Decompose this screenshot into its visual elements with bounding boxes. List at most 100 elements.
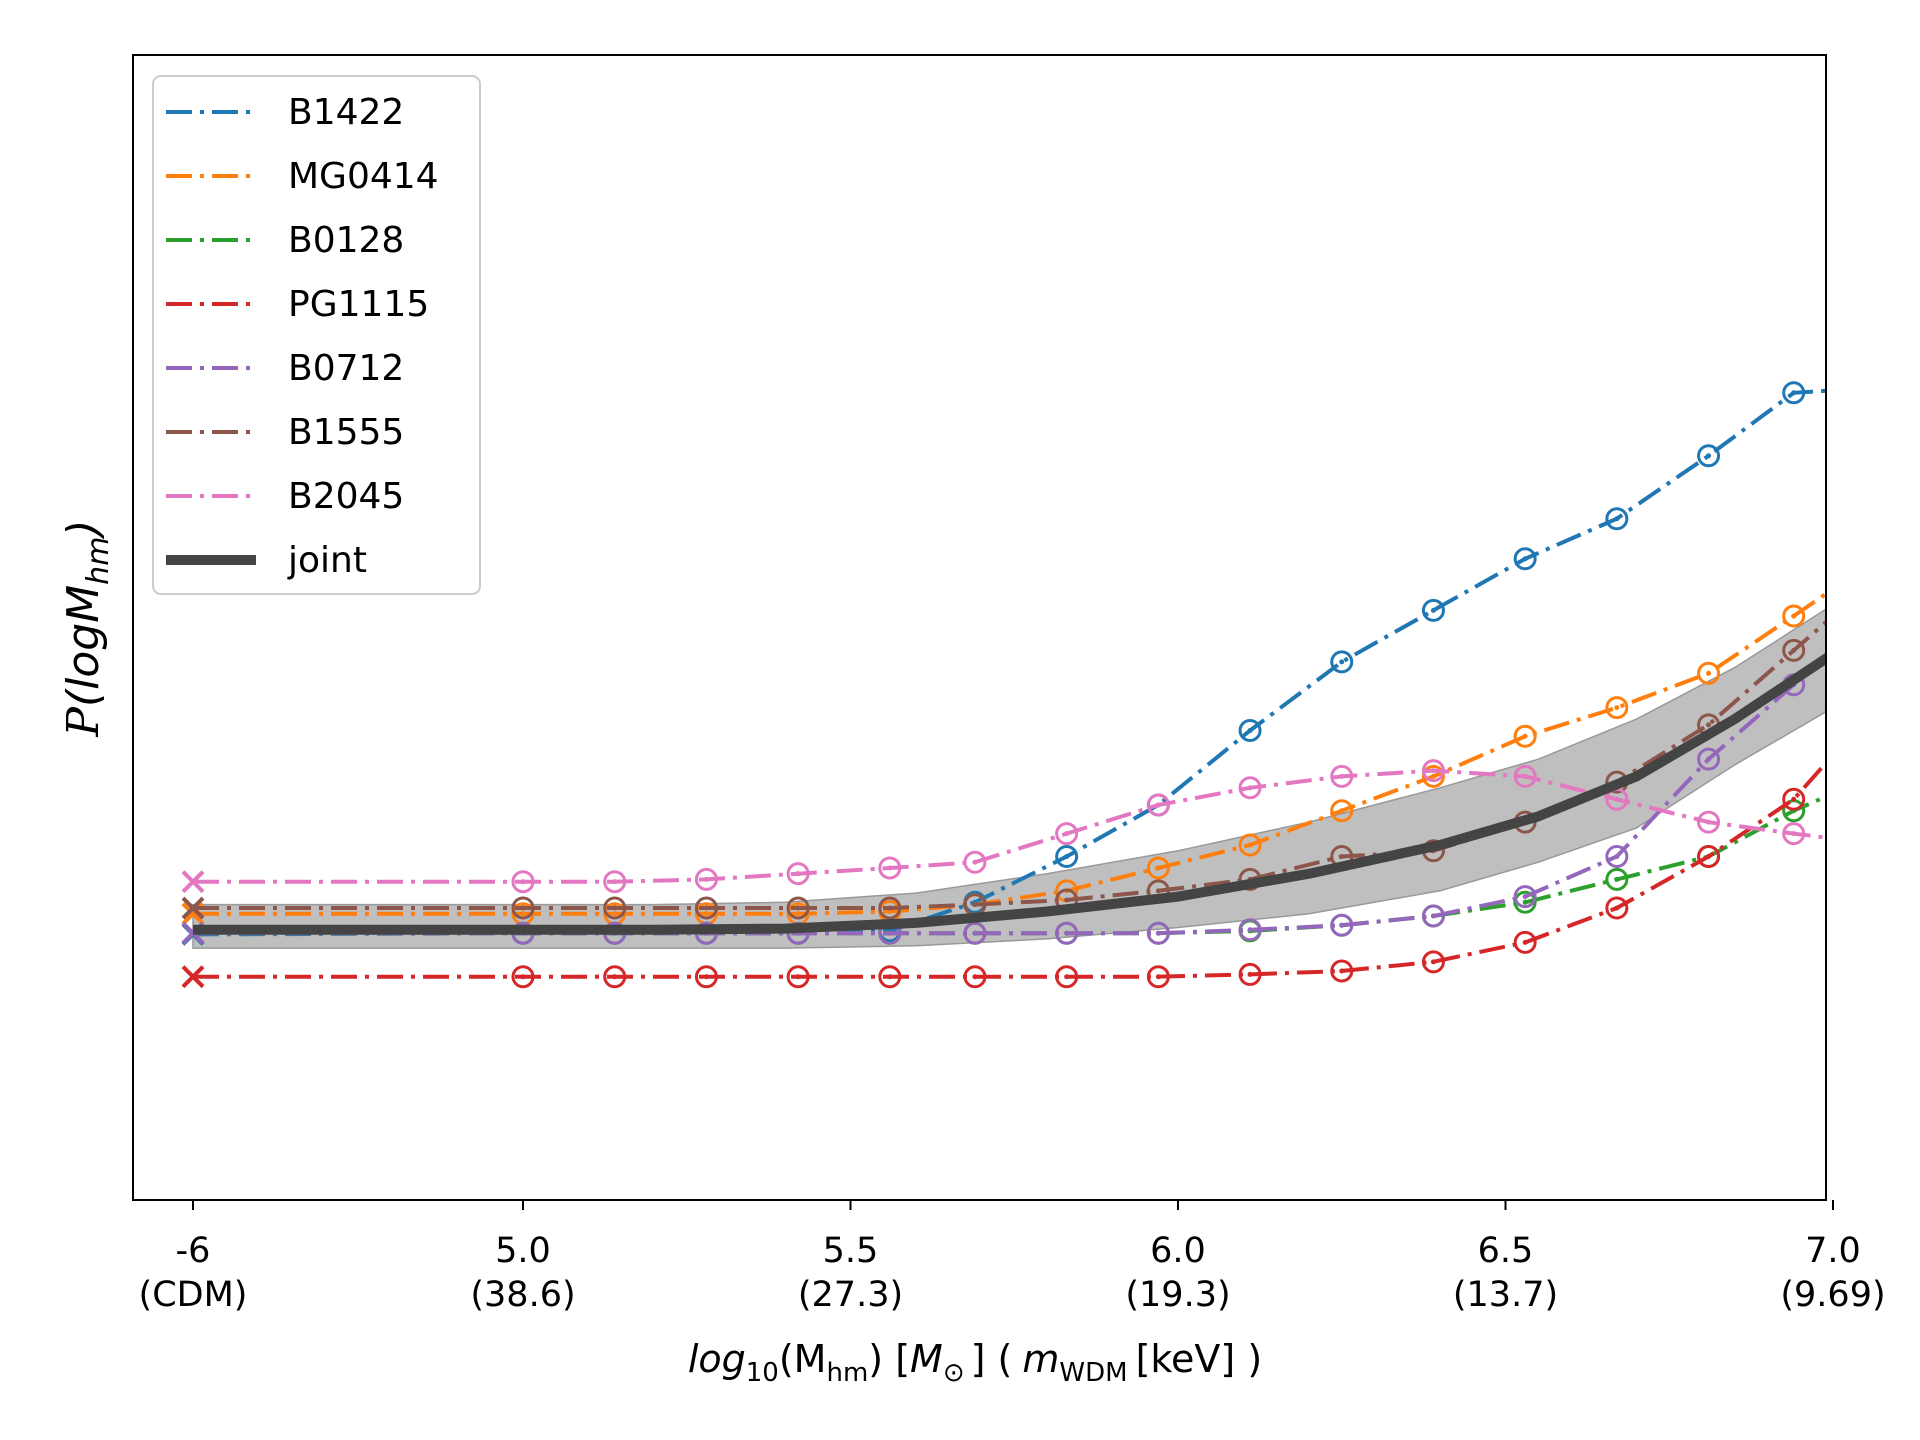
point-pg1115 (878, 965, 902, 989)
x-tick: 7.0(9.69) (1780, 1200, 1886, 1315)
x-tick: 5.5(27.3) (798, 1200, 903, 1315)
point-dot-mg0414 (1791, 613, 1797, 619)
point-dot-pg1115 (972, 974, 978, 980)
point-dot-pg1115 (1247, 971, 1253, 977)
cdm-marker-pg1115 (181, 965, 205, 989)
x-tick-label: 7.0 (1805, 1231, 1861, 1271)
point-dot-b1422 (1064, 854, 1070, 859)
point-mg0414 (1146, 856, 1170, 880)
point-dot-b1422 (1614, 516, 1620, 522)
x-tick: 6.0(19.3) (1125, 1200, 1231, 1315)
x-tick-sublabel: (9.69) (1780, 1275, 1885, 1315)
point-dot-mg0414 (1430, 773, 1436, 779)
point-b0712 (1605, 845, 1629, 868)
x-tick-label: 5.0 (495, 1231, 551, 1271)
legend-entry-joint: joint (166, 540, 367, 581)
point-dot-b0712 (972, 930, 978, 936)
point-dot-b2045 (795, 871, 801, 877)
point-b2045 (1782, 822, 1806, 846)
legend-label: PG1115 (288, 284, 429, 325)
point-dot-b1555 (795, 905, 801, 911)
point-dot-b1555 (1155, 888, 1161, 894)
x-tick-sublabel: (13.7) (1453, 1275, 1558, 1315)
point-dot-pg1115 (1339, 968, 1345, 974)
point-dot-mg0414 (1247, 842, 1253, 848)
point-dot-pg1115 (1614, 905, 1620, 911)
point-b2045 (1513, 764, 1537, 788)
x-tick: 5.0(38.6) (470, 1200, 576, 1315)
point-dot-b2045 (612, 879, 618, 885)
point-dot-mg0414 (1706, 670, 1712, 676)
point-dot-mg0414 (1614, 705, 1620, 711)
point-mg0414 (1513, 724, 1537, 748)
point-dot-pg1115 (703, 974, 709, 980)
point-dot-b1555 (520, 905, 526, 911)
legend-label: B1422 (288, 92, 404, 133)
series-b2045 (181, 759, 1826, 894)
point-dot-b1422 (1791, 390, 1797, 396)
legend-entry-b0128: B0128 (166, 220, 404, 261)
legend-entry-b1422: B1422 (166, 92, 404, 133)
point-b0712 (1421, 904, 1445, 928)
point-b0712 (1330, 913, 1354, 937)
series-pg1115 (181, 759, 1826, 989)
point-dot-b0712 (1522, 894, 1528, 900)
point-mg0414 (1605, 696, 1629, 720)
point-dot-pg1115 (1155, 974, 1161, 980)
point-dot-b2045 (1791, 831, 1797, 837)
point-b0128 (1605, 867, 1629, 891)
x-tick-sublabel: (27.3) (798, 1275, 903, 1315)
x-tick-sublabel: (CDM) (139, 1275, 248, 1315)
point-b2045 (786, 862, 810, 886)
point-dot-mg0414 (795, 911, 801, 917)
legend: B1422 MG0414 B0128 PG1115 B0712 B1555 B2045 joi… (152, 75, 481, 595)
point-dot-b1555 (887, 905, 893, 911)
point-b0712 (1513, 885, 1537, 909)
point-b1422 (1513, 547, 1537, 571)
point-dot-b1555 (612, 905, 618, 911)
legend-entry-b2045: B2045 (166, 476, 404, 517)
legend-label: joint (287, 540, 367, 581)
point-dot-b1555 (703, 905, 709, 911)
legend-box (152, 75, 481, 595)
legend-entry-b1555: B1555 (166, 412, 404, 453)
point-b0712 (1697, 747, 1721, 771)
point-dot-b0712 (1706, 756, 1712, 762)
point-dot-b0712 (1430, 913, 1436, 919)
plot-frame (132, 54, 1827, 1201)
point-dot-b2045 (1247, 785, 1253, 791)
point-b1422 (1330, 650, 1354, 674)
point-b2045 (511, 870, 535, 894)
point-dot-pg1115 (1791, 796, 1797, 802)
point-dot-b1422 (1706, 453, 1712, 459)
point-b1555 (511, 896, 535, 920)
point-mg0414 (1421, 764, 1445, 788)
point-dot-b1422 (1339, 659, 1345, 665)
point-dot-mg0414 (520, 911, 526, 917)
x-tick-label: 5.5 (823, 1231, 879, 1271)
point-dot-b2045 (887, 865, 893, 871)
point-dot-mg0414 (1339, 808, 1345, 814)
x-tick-label: 6.0 (1150, 1231, 1206, 1271)
point-b1422 (1421, 598, 1445, 622)
x-tick-sublabel: (38.6) (470, 1275, 575, 1315)
point-pg1115 (1782, 787, 1806, 811)
point-b1422 (1055, 845, 1079, 868)
point-dot-b2045 (1339, 773, 1345, 779)
point-dot-pg1115 (887, 974, 893, 980)
point-dot-b0128 (1614, 876, 1620, 882)
point-dot-mg0414 (1155, 865, 1161, 871)
cdm-marker-b1555 (181, 896, 205, 920)
point-b1555 (694, 896, 718, 920)
point-dot-pg1115 (1706, 854, 1712, 859)
joint-curve (193, 652, 1826, 935)
point-dot-b0712 (1247, 927, 1253, 933)
point-pg1115 (603, 965, 627, 989)
point-dot-b2045 (1706, 819, 1712, 825)
point-b1422 (1238, 719, 1262, 743)
point-b0712 (1055, 921, 1079, 945)
point-dot-pg1115 (795, 974, 801, 980)
point-pg1115 (963, 965, 987, 989)
point-pg1115 (1697, 845, 1721, 868)
